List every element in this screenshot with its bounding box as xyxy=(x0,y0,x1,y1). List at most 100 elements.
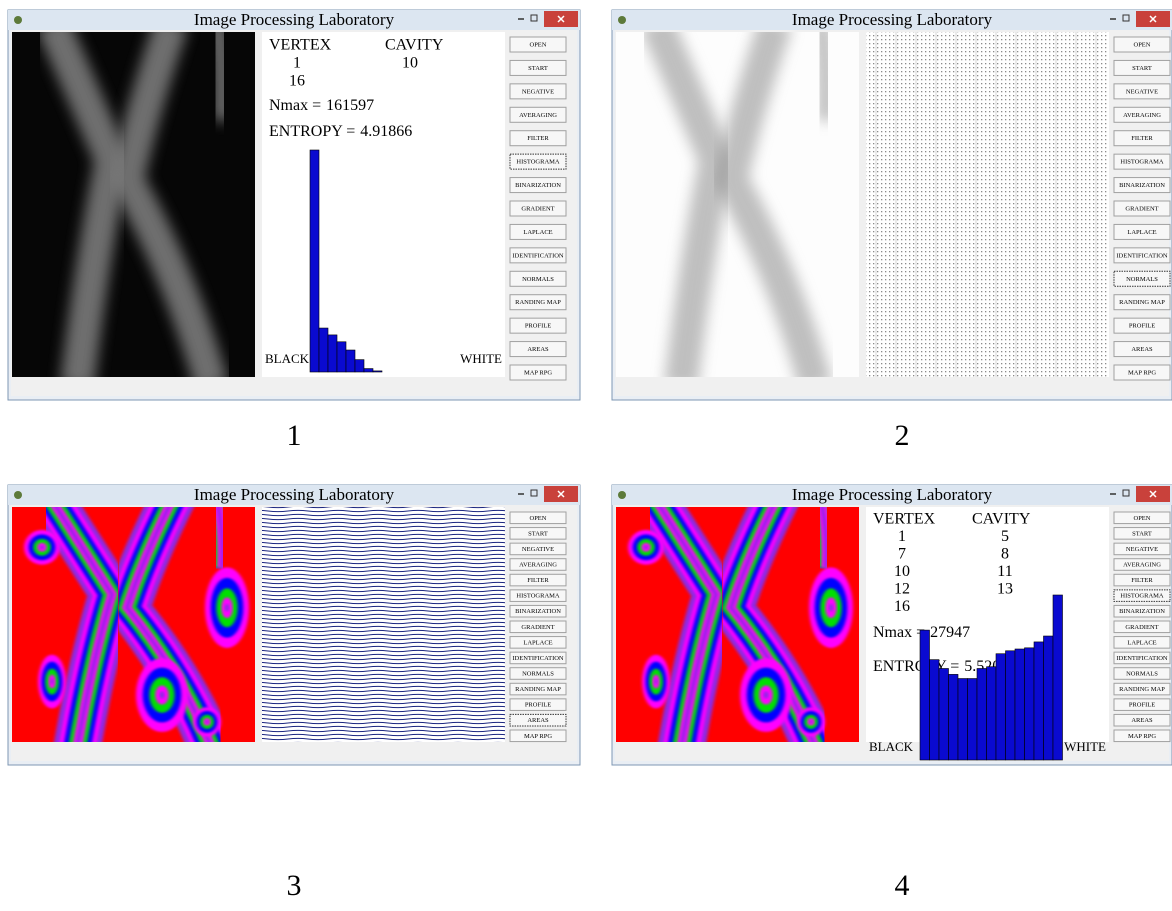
tool-button[interactable] xyxy=(509,247,567,264)
tool-button[interactable] xyxy=(1113,573,1171,587)
tool-button[interactable] xyxy=(1113,83,1171,100)
histogram-bar xyxy=(976,668,987,761)
tool-button[interactable] xyxy=(509,527,567,540)
button-label: NORMALS xyxy=(522,276,554,283)
tool-button[interactable] xyxy=(509,636,567,649)
tool-button[interactable] xyxy=(509,698,567,711)
button-label: START xyxy=(1132,530,1152,537)
tool-button[interactable] xyxy=(1113,604,1171,618)
map-band xyxy=(125,507,212,742)
tool-button[interactable] xyxy=(509,223,567,240)
button-label: PROFILE xyxy=(525,323,551,330)
tool-button[interactable] xyxy=(509,589,567,602)
tool-button[interactable] xyxy=(1113,247,1171,264)
window-title: Image Processing Laboratory xyxy=(792,10,993,29)
button-label: OPEN xyxy=(1134,515,1151,522)
tool-button[interactable] xyxy=(509,511,567,525)
tool-button[interactable] xyxy=(509,558,567,571)
button-label: AVERAGING xyxy=(519,561,557,568)
tool-button[interactable] xyxy=(1113,558,1171,571)
tool-button[interactable] xyxy=(509,130,567,147)
image-shapes xyxy=(616,32,859,377)
tool-button[interactable] xyxy=(1113,59,1171,76)
tool-button[interactable] xyxy=(1113,153,1171,170)
tool-button[interactable] xyxy=(1113,589,1171,602)
map-blob xyxy=(224,603,230,612)
tool-button[interactable] xyxy=(509,542,567,556)
tool-button[interactable] xyxy=(1113,200,1171,217)
tool-button[interactable] xyxy=(1113,682,1171,696)
button-label: FILTER xyxy=(527,577,549,584)
tool-button[interactable] xyxy=(509,651,567,665)
window-title: Image Processing Laboratory xyxy=(792,485,993,504)
tool-button[interactable] xyxy=(509,620,567,634)
tool-button[interactable] xyxy=(509,270,567,287)
histogram-bar xyxy=(1005,650,1016,761)
tool-button[interactable] xyxy=(1113,698,1171,711)
tool-button[interactable] xyxy=(509,294,567,311)
button-label: LAPLACE xyxy=(1127,639,1156,646)
tool-button[interactable] xyxy=(1113,223,1171,240)
tool-button[interactable] xyxy=(509,573,567,587)
button-label: BINARIZATION xyxy=(1119,608,1165,615)
tool-button[interactable] xyxy=(509,317,567,334)
tool-button[interactable] xyxy=(1113,36,1171,53)
tool-button[interactable] xyxy=(509,177,567,194)
tool-button[interactable] xyxy=(1113,542,1171,556)
histogram-bar xyxy=(1043,635,1054,761)
button-label: IDENTIFICATION xyxy=(1116,655,1168,662)
panel-caption: 1 xyxy=(287,419,302,452)
tool-button[interactable] xyxy=(1113,270,1171,287)
window-title: Image Processing Laboratory xyxy=(194,10,395,29)
tool-button[interactable] xyxy=(509,682,567,696)
panel-caption: 4 xyxy=(895,869,910,902)
tool-button[interactable] xyxy=(509,153,567,170)
tool-button[interactable] xyxy=(1113,651,1171,665)
tool-button[interactable] xyxy=(1113,294,1171,311)
tool-button[interactable] xyxy=(509,59,567,76)
image-streak xyxy=(713,32,831,377)
button-label: MAP RPG xyxy=(1128,369,1156,376)
button-label: HISTOGRAMA xyxy=(516,159,560,166)
button-label: NEGATIVE xyxy=(522,88,554,95)
tool-button[interactable] xyxy=(1113,317,1171,334)
vertex-value: 7 xyxy=(898,546,906,563)
button-label: NORMALS xyxy=(1126,276,1158,283)
button-label: PROFILE xyxy=(1129,702,1155,709)
button-label: GRADIENT xyxy=(1125,205,1158,212)
tool-button[interactable] xyxy=(1113,511,1171,525)
tool-button[interactable] xyxy=(1113,636,1171,649)
vertex-value: 1 xyxy=(898,528,906,545)
tool-button[interactable] xyxy=(509,36,567,53)
tool-button[interactable] xyxy=(1113,620,1171,634)
map-blob xyxy=(205,720,209,724)
tool-button[interactable] xyxy=(509,667,567,680)
tool-button[interactable] xyxy=(1113,667,1171,680)
image-shapes xyxy=(12,507,255,742)
button-label: RANDING MAP xyxy=(515,299,561,306)
tool-button[interactable] xyxy=(509,341,567,358)
tool-button[interactable] xyxy=(509,713,567,727)
tool-button[interactable] xyxy=(1113,713,1171,727)
tool-button[interactable] xyxy=(1113,177,1171,194)
map-blob xyxy=(50,678,54,685)
tool-button[interactable] xyxy=(1113,364,1171,381)
button-label: AREAS xyxy=(527,717,549,724)
tool-button[interactable] xyxy=(1113,106,1171,123)
tool-button[interactable] xyxy=(1113,341,1171,358)
map-band xyxy=(820,507,829,568)
tool-button[interactable] xyxy=(509,106,567,123)
tool-button[interactable] xyxy=(1113,130,1171,147)
map-blob xyxy=(809,720,813,724)
tool-button[interactable] xyxy=(509,200,567,217)
tool-button[interactable] xyxy=(509,604,567,618)
tool-button[interactable] xyxy=(1113,527,1171,540)
tool-button[interactable] xyxy=(509,364,567,381)
tool-button[interactable] xyxy=(1113,729,1171,743)
tool-button[interactable] xyxy=(509,729,567,743)
button-label: NEGATIVE xyxy=(522,546,554,553)
button-label: RANDING MAP xyxy=(1119,686,1165,693)
tool-button[interactable] xyxy=(509,83,567,100)
histogram-bar xyxy=(318,327,329,373)
image-streak xyxy=(813,32,836,122)
